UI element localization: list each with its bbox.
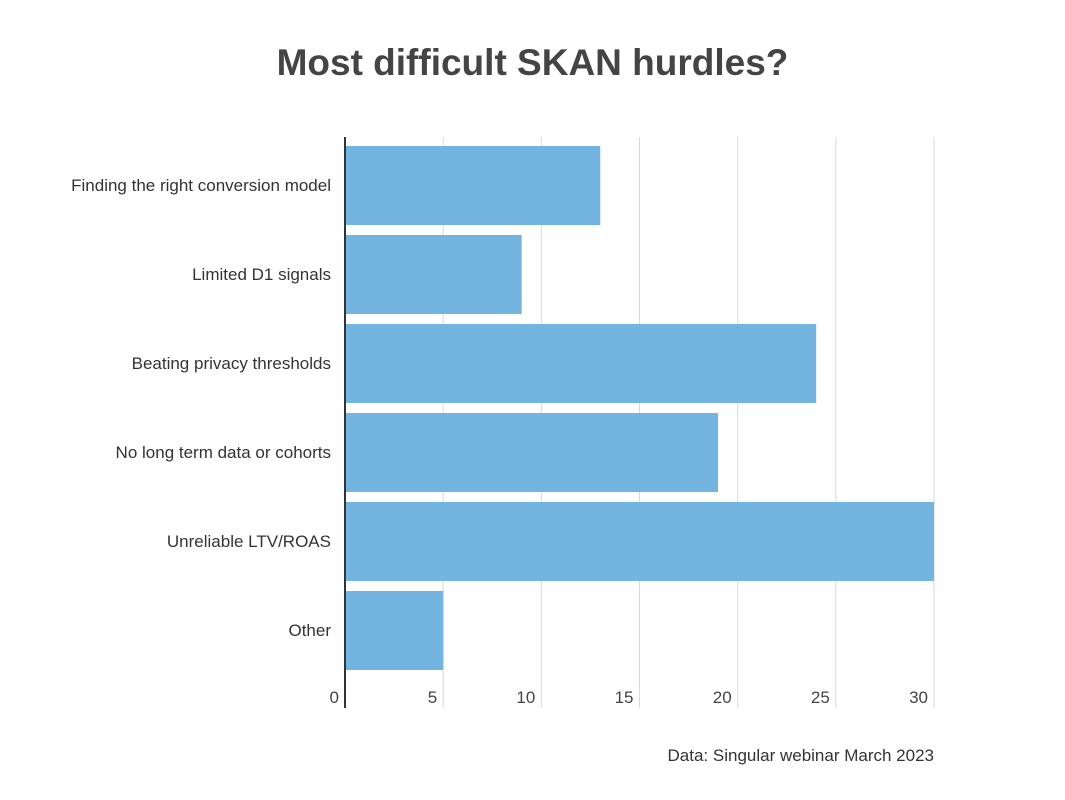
x-tick-label: 25: [811, 688, 830, 707]
source-note: Data: Singular webinar March 2023: [667, 746, 934, 765]
x-tick-label: 0: [330, 688, 339, 707]
x-tick-label: 20: [713, 688, 732, 707]
bar: [345, 146, 601, 225]
bar: [345, 324, 817, 403]
category-label: No long term data or cohorts: [116, 443, 331, 462]
bar: [345, 591, 444, 670]
bar: [345, 502, 934, 581]
bar: [345, 413, 719, 492]
category-label: Limited D1 signals: [192, 265, 331, 284]
x-tick-label: 5: [428, 688, 437, 707]
category-label: Finding the right conversion model: [71, 176, 331, 195]
chart-title: Most difficult SKAN hurdles?: [276, 42, 789, 83]
x-tick-label: 15: [615, 688, 634, 707]
x-tick-label: 10: [516, 688, 535, 707]
bar: [345, 235, 522, 314]
x-tick-label: 30: [909, 688, 928, 707]
category-label: Unreliable LTV/ROAS: [167, 532, 331, 551]
category-label: Beating privacy thresholds: [132, 354, 331, 373]
category-label: Other: [288, 621, 331, 640]
